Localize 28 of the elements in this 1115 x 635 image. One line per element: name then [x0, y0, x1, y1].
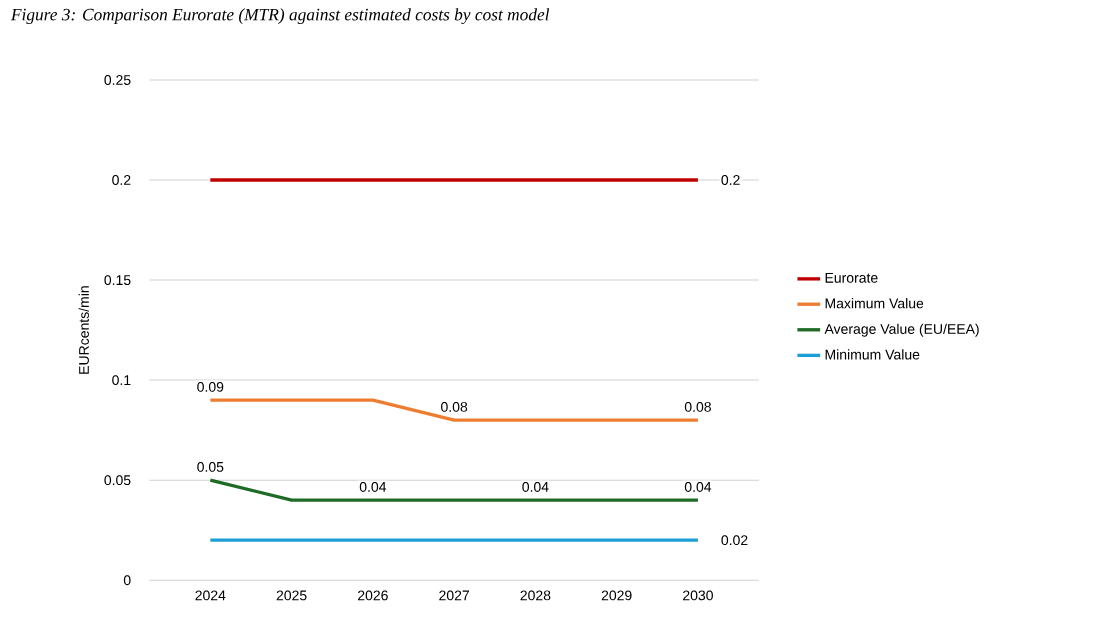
chart-title: Figure 3: Comparison Eurorate (MTR) against estimated costs by cost model	[10, 8, 550, 25]
data-label: 0.02	[721, 535, 748, 546]
data-label: 0.04	[522, 482, 549, 492]
data-label: 0.05	[197, 462, 224, 472]
data-label: 0.04	[359, 482, 387, 492]
y-tick-label: 0	[123, 575, 131, 586]
data-label: 0.09	[197, 382, 224, 392]
legend-label: Average Value (EU/EEA)	[824, 323, 979, 337]
x-tick-label: 2028	[520, 590, 551, 601]
data-label: 0.08	[684, 402, 711, 412]
y-tick-label: 0.05	[104, 475, 131, 486]
x-tick-label: 2029	[601, 590, 632, 601]
x-tick-label: 2026	[358, 590, 388, 601]
data-label: 0.08	[441, 402, 468, 412]
y-tick-label: 0.2	[112, 175, 131, 186]
y-tick-label: 0.15	[104, 275, 131, 286]
legend-label: Minimum Value	[825, 349, 920, 360]
x-tick-label: 2030	[683, 590, 713, 601]
x-tick-label: 2027	[439, 590, 469, 601]
legend-label: Eurorate	[825, 273, 878, 283]
y-axis-title: EURcents/min	[78, 286, 89, 374]
x-tick-label: 2024	[195, 590, 226, 601]
y-tick-label: 0.1	[112, 375, 131, 386]
x-tick-label: 2025	[276, 590, 307, 601]
y-tick-label: 0.25	[104, 75, 131, 86]
data-label: 0.2	[721, 175, 740, 186]
data-label: 0.04	[684, 482, 712, 492]
legend-label: Maximum Value	[825, 298, 924, 309]
